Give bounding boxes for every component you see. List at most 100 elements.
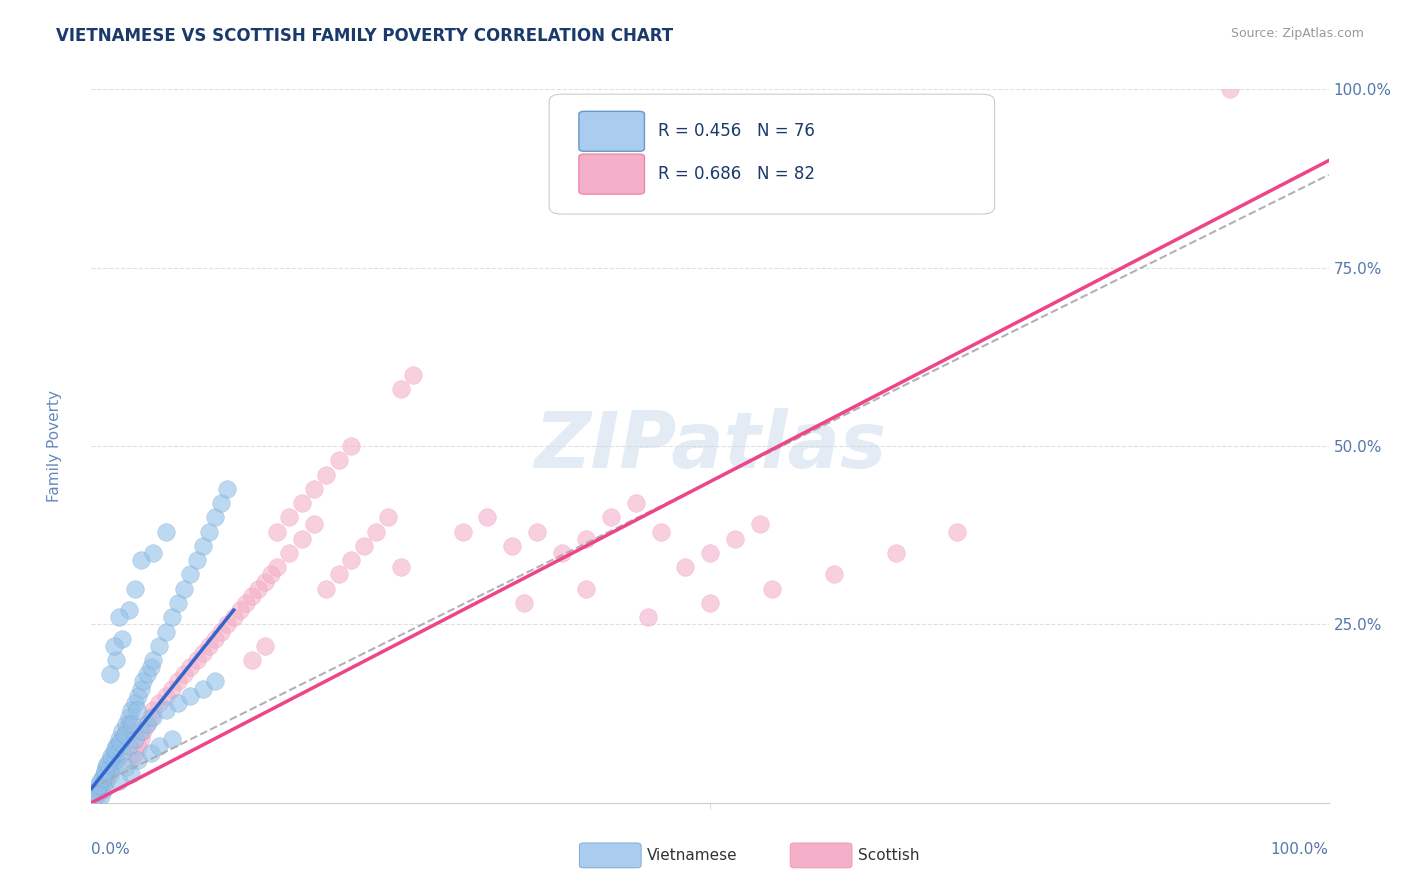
Point bbox=[377, 510, 399, 524]
Point bbox=[98, 767, 121, 781]
Text: 0.0%: 0.0% bbox=[91, 842, 131, 857]
Point bbox=[575, 532, 598, 546]
Point bbox=[204, 674, 226, 689]
FancyBboxPatch shape bbox=[579, 154, 644, 194]
Point bbox=[198, 639, 221, 653]
Point bbox=[761, 582, 783, 596]
Point bbox=[260, 567, 283, 582]
Point bbox=[179, 660, 201, 674]
Point bbox=[235, 596, 257, 610]
Point bbox=[266, 524, 288, 539]
Point bbox=[107, 731, 129, 746]
Point bbox=[136, 717, 159, 731]
Point bbox=[132, 674, 155, 689]
Point bbox=[209, 624, 232, 639]
Point bbox=[477, 510, 499, 524]
Point bbox=[699, 546, 721, 560]
Point bbox=[186, 553, 208, 567]
Point bbox=[103, 746, 125, 760]
Point bbox=[124, 731, 146, 746]
Point bbox=[96, 756, 118, 771]
Point bbox=[148, 739, 170, 753]
Point bbox=[96, 767, 118, 781]
Point bbox=[103, 760, 125, 774]
Point bbox=[84, 789, 107, 803]
Point bbox=[124, 696, 146, 710]
Point bbox=[204, 632, 226, 646]
Point bbox=[253, 574, 276, 589]
Point bbox=[389, 560, 412, 574]
Point bbox=[173, 667, 195, 681]
Text: Family Poverty: Family Poverty bbox=[46, 390, 62, 502]
Point bbox=[160, 681, 183, 696]
Point bbox=[108, 735, 131, 749]
Point bbox=[139, 660, 162, 674]
Point bbox=[946, 524, 969, 539]
Point bbox=[120, 703, 142, 717]
Point bbox=[340, 553, 363, 567]
Point bbox=[124, 746, 146, 760]
Point bbox=[120, 753, 142, 767]
Point bbox=[142, 703, 165, 717]
Point bbox=[240, 653, 263, 667]
Point bbox=[105, 746, 128, 760]
Point bbox=[121, 717, 143, 731]
Point bbox=[142, 653, 165, 667]
Point bbox=[650, 524, 672, 539]
Point bbox=[173, 582, 195, 596]
Point bbox=[501, 539, 523, 553]
Point bbox=[155, 524, 177, 539]
FancyBboxPatch shape bbox=[550, 95, 994, 214]
Point bbox=[600, 510, 623, 524]
Point bbox=[86, 785, 108, 799]
Point bbox=[142, 710, 165, 724]
Point bbox=[1219, 82, 1241, 96]
Point bbox=[90, 789, 112, 803]
Point bbox=[129, 681, 152, 696]
Point bbox=[155, 689, 177, 703]
Point bbox=[302, 482, 325, 496]
Text: Vietnamese: Vietnamese bbox=[647, 848, 737, 863]
Point bbox=[186, 653, 208, 667]
Point bbox=[136, 717, 159, 731]
Text: VIETNAMESE VS SCOTTISH FAMILY POVERTY CORRELATION CHART: VIETNAMESE VS SCOTTISH FAMILY POVERTY CO… bbox=[56, 27, 673, 45]
Point bbox=[253, 639, 276, 653]
Point bbox=[105, 753, 128, 767]
Point bbox=[87, 778, 110, 792]
Point bbox=[191, 646, 214, 660]
Point bbox=[513, 596, 536, 610]
Point bbox=[179, 689, 201, 703]
Point bbox=[139, 746, 162, 760]
Text: Scottish: Scottish bbox=[858, 848, 920, 863]
Point bbox=[115, 760, 138, 774]
Point bbox=[884, 546, 907, 560]
Point bbox=[155, 703, 177, 717]
Point bbox=[340, 439, 363, 453]
Point bbox=[823, 567, 845, 582]
Point bbox=[155, 624, 177, 639]
Point bbox=[315, 467, 337, 482]
Point bbox=[120, 767, 142, 781]
Point bbox=[98, 760, 121, 774]
Point bbox=[111, 731, 134, 746]
Point bbox=[451, 524, 474, 539]
Point bbox=[111, 746, 134, 760]
Text: 100.0%: 100.0% bbox=[1271, 842, 1329, 857]
Point bbox=[179, 567, 201, 582]
Point bbox=[142, 546, 165, 560]
Point bbox=[217, 617, 239, 632]
Point bbox=[114, 728, 136, 742]
Text: R = 0.456   N = 76: R = 0.456 N = 76 bbox=[658, 122, 815, 140]
Point bbox=[94, 764, 117, 778]
Point bbox=[129, 731, 152, 746]
Point bbox=[247, 582, 270, 596]
Point bbox=[111, 632, 134, 646]
Point bbox=[724, 532, 747, 546]
Point bbox=[389, 382, 412, 396]
Point bbox=[148, 639, 170, 653]
Point bbox=[107, 774, 129, 789]
Point bbox=[107, 739, 129, 753]
Point bbox=[89, 774, 111, 789]
Point bbox=[291, 496, 314, 510]
Point bbox=[575, 582, 598, 596]
